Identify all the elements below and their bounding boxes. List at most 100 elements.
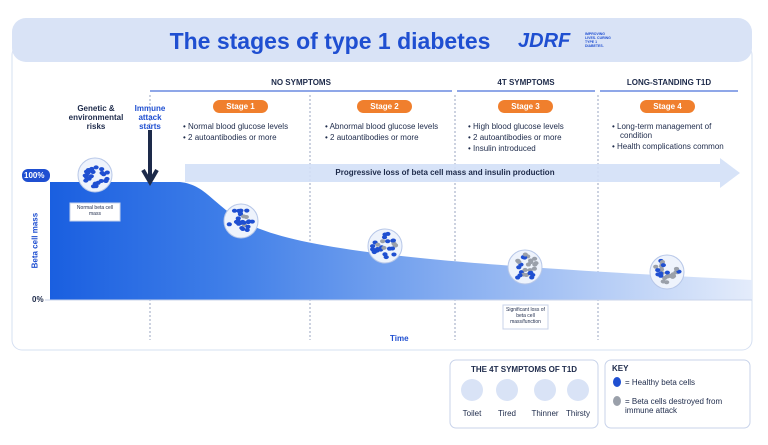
cell	[385, 239, 391, 244]
cell	[527, 271, 533, 276]
cell-cluster	[77, 157, 113, 193]
cell	[370, 244, 376, 249]
loss-note: Significant loss of beta cell mass/funct…	[506, 307, 545, 325]
bullet: 2 autoantibodies or more	[325, 133, 450, 142]
stage-pill: Stage 3	[498, 100, 553, 113]
cell	[244, 228, 250, 233]
cell	[390, 238, 397, 243]
cell	[515, 275, 521, 280]
cell	[236, 208, 242, 213]
cell	[529, 275, 535, 280]
key-healthy-icon	[613, 377, 621, 387]
phase: LONG-STANDING T1D	[626, 78, 712, 87]
stage-bullets: Normal blood glucose levels 2 autoantibod…	[183, 122, 308, 144]
cell	[375, 242, 381, 247]
cell	[391, 252, 397, 257]
normal-note-box	[69, 202, 121, 222]
cell	[382, 252, 388, 257]
cell	[237, 221, 243, 226]
top-label: 100%	[24, 171, 45, 180]
cell	[664, 270, 670, 275]
symptoms-title: THE 4T SYMPTOMS OF T1D	[470, 365, 578, 374]
phase: NO SYMPTOMS	[271, 78, 331, 87]
cell	[88, 174, 94, 179]
header-bar	[12, 18, 752, 62]
cell	[371, 250, 377, 255]
cell	[103, 179, 109, 184]
risks: Genetic & environmental risks	[68, 104, 124, 132]
title: The stages of type 1 diabetes	[169, 28, 491, 54]
cell	[528, 260, 534, 265]
cell	[381, 245, 387, 250]
bullet: 2 autoantibodies or more	[468, 133, 593, 142]
bullet: Normal blood glucose levels	[183, 122, 308, 131]
cell	[380, 239, 386, 244]
symptom-label: Tired	[498, 409, 516, 418]
stage-pill: Stage 4	[640, 100, 695, 113]
cell	[532, 262, 538, 267]
cell	[673, 266, 680, 271]
cell	[521, 255, 528, 260]
normal-note: Normal beta cell mass	[76, 205, 114, 217]
cell	[531, 266, 537, 271]
bottom-label: 0%	[32, 295, 44, 304]
bullet: Health complications common	[612, 142, 737, 151]
cell	[522, 252, 528, 257]
cell	[244, 208, 250, 213]
y-label: Beta cell mass	[30, 212, 40, 269]
key-title: KEY	[612, 364, 629, 373]
beta-cell-area	[50, 182, 752, 300]
cell	[531, 256, 538, 261]
cell	[95, 180, 101, 185]
progress-label: Progressive loss of beta cell mass and i…	[335, 168, 555, 177]
cell	[231, 208, 238, 213]
symptom-label: Thinner	[531, 409, 559, 418]
cell	[381, 235, 388, 240]
key-item: = Healthy beta cells	[625, 378, 696, 387]
cell	[245, 224, 251, 229]
cell	[664, 280, 670, 285]
stage-bullets: High blood glucose levels 2 autoantibodie…	[468, 122, 593, 155]
stage-bullets: Long-term management of condition Health …	[612, 122, 737, 153]
x-label: Time	[390, 334, 409, 343]
bullet: High blood glucose levels	[468, 122, 593, 131]
cell	[235, 216, 241, 221]
cell	[226, 222, 232, 227]
symptoms-box	[449, 359, 599, 429]
cell	[89, 169, 95, 174]
cell	[240, 214, 247, 219]
symptom-icons	[461, 379, 589, 401]
phase: 4T SYMPTOMS	[497, 78, 555, 87]
cell	[655, 268, 661, 273]
key-item: = Beta cells destroyed from immune attac…	[625, 397, 723, 416]
loss-note-box	[502, 304, 549, 330]
tagline: IMPROVING LIVES. CURING TYPE 1 DIABETES.	[585, 32, 611, 49]
cell	[99, 170, 105, 175]
cell	[239, 226, 245, 231]
cell	[83, 178, 89, 183]
cell	[104, 170, 110, 175]
cell	[386, 246, 393, 251]
bullet: Abnormal blood glucose levels	[325, 122, 450, 131]
immune: Immune attack starts	[134, 104, 166, 132]
logo: JDRF	[518, 30, 571, 52]
stage-pill: Stage 1	[213, 100, 268, 113]
cell	[90, 184, 97, 189]
bullet: Insulin introduced	[468, 144, 593, 153]
cell	[653, 264, 659, 269]
key-box	[604, 359, 751, 429]
key-destroyed-icon	[613, 396, 621, 406]
bullet: Long-term management of condition	[612, 122, 737, 140]
cell	[84, 175, 90, 180]
cell	[659, 260, 666, 265]
cell	[249, 219, 255, 224]
stage-bullets: Abnormal blood glucose levels 2 autoantib…	[325, 122, 450, 144]
progress-arrow	[185, 158, 740, 188]
symptom-label: Toilet	[462, 409, 482, 418]
symptom-label: Thirsty	[566, 409, 590, 418]
cell	[658, 271, 664, 276]
cell	[660, 263, 666, 268]
cell	[522, 267, 528, 272]
cell	[670, 274, 676, 279]
